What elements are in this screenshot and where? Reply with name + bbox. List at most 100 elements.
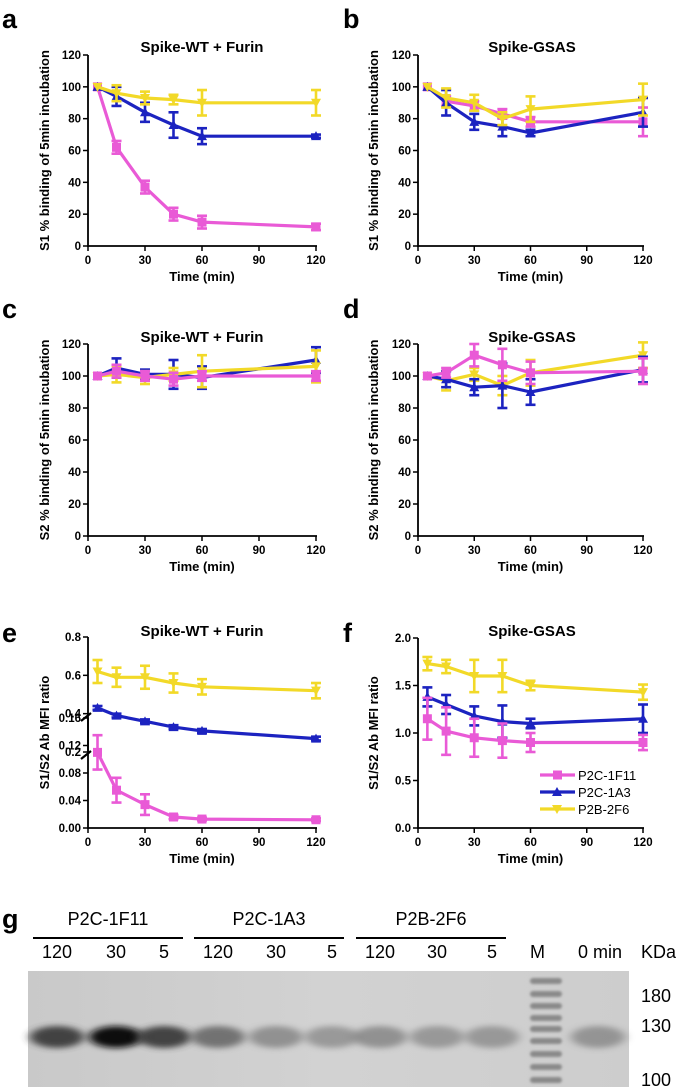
data-point — [197, 814, 207, 824]
y-tick-label: 100 — [62, 371, 81, 383]
series-line — [426, 85, 644, 135]
data-point — [497, 736, 507, 746]
data-point — [169, 209, 178, 219]
chart-a: Spike-WT + Furin 0 30 60 90 120 0 20 40 60 80 100 12… — [37, 39, 326, 284]
data-point — [525, 387, 536, 396]
marker-band — [530, 991, 562, 997]
data-point — [197, 725, 207, 735]
legend-label: P2C-1A3 — [578, 785, 631, 800]
blot-band — [410, 1026, 464, 1048]
axes: 0 30 60 90 120 0 20 40 60 80 100 120 — [62, 339, 326, 557]
blot-band — [30, 1026, 84, 1048]
y-axis-label: S1 % binding of 5min incubation — [37, 50, 52, 251]
data-point — [638, 688, 648, 698]
x-tick-label: 0 — [85, 255, 91, 267]
x-tick-label: 90 — [580, 837, 593, 849]
y-axis-label: S1 % binding of 5min incubation — [366, 50, 381, 251]
chart-c: Spike-WT + Furin 0 30 60 90 120 0 20 40 60 80 100 12… — [37, 329, 326, 574]
chart-title: Spike-GSAS — [488, 39, 576, 56]
legend-label: P2B-2F6 — [578, 802, 629, 817]
x-tick-label: 90 — [253, 837, 266, 849]
data-point — [638, 738, 648, 747]
panel-label-b: b — [343, 4, 360, 34]
blot-group-label: P2C-1F11 — [68, 909, 149, 929]
chart-title: Spike-GSAS — [488, 623, 576, 640]
y-tick-label: 40 — [68, 177, 81, 189]
y-tick-label: 0 — [75, 531, 81, 543]
data-point — [311, 131, 321, 141]
chart-b: Spike-GSAS 0 30 60 90 120 0 20 40 60 80 100 120 Time … — [366, 39, 653, 284]
x-tick-label: 60 — [524, 255, 537, 267]
x-tick-label: 120 — [306, 837, 325, 849]
x-tick-label: 60 — [196, 255, 209, 267]
data-point — [469, 350, 479, 360]
blot-group-label: P2C-1A3 — [232, 909, 305, 929]
y-tick-label: 0.4 — [65, 709, 82, 721]
data-point — [469, 98, 480, 108]
data-point — [92, 82, 103, 92]
x-tick-label: 120 — [633, 255, 652, 267]
axes: 0 30 60 90 120 0 20 40 60 80 100 120 — [62, 50, 326, 267]
y-tick-label: 2.0 — [395, 633, 411, 645]
blot-band — [353, 1026, 407, 1048]
y-tick-label: 0.04 — [59, 796, 82, 808]
series-line — [427, 662, 644, 694]
marker-band — [530, 1015, 562, 1021]
data-point — [311, 686, 321, 696]
data-point — [469, 733, 479, 743]
y-tick-label: 60 — [68, 146, 81, 158]
chart-title: Spike-WT + Furin — [141, 623, 264, 640]
y-axis-label: S1/S2 Ab MFI ratio — [37, 676, 52, 790]
data-point — [311, 733, 321, 743]
data-point — [422, 82, 433, 92]
y-tick-label: 80 — [68, 114, 81, 126]
x-tick-label: 60 — [524, 837, 537, 849]
data-point — [140, 93, 150, 103]
marker-lane-label: M — [530, 942, 545, 962]
series-line — [427, 353, 644, 378]
data-point — [111, 673, 122, 683]
y-tick-label: 0.08 — [59, 768, 82, 780]
marker-band — [530, 978, 562, 984]
data-point — [497, 380, 508, 390]
data-point — [140, 182, 150, 192]
y-tick-label: 80 — [68, 403, 81, 415]
blot-band — [89, 1026, 143, 1048]
blot-lane-label: 120 — [203, 942, 233, 962]
blot-lane-label: 120 — [42, 942, 72, 962]
y-tick-label: 60 — [68, 435, 81, 447]
data-point — [197, 682, 207, 692]
y-tick-label: 100 — [62, 82, 81, 94]
x-tick-label: 0 — [85, 545, 91, 557]
data-point — [92, 667, 103, 677]
x-tick-label: 120 — [306, 545, 325, 557]
y-tick-label: 120 — [62, 339, 81, 351]
data-point — [441, 662, 452, 672]
data-point — [111, 710, 122, 720]
marker-ladder — [530, 978, 562, 1083]
x-axis-label: Time (min) — [169, 851, 235, 866]
data-point — [469, 370, 480, 380]
y-tick-label: 100 — [392, 371, 411, 383]
series-P2B-2F6 — [92, 658, 321, 700]
axes: 0 30 60 90 120 0 20 40 60 80 100 120 — [392, 50, 653, 267]
x-tick-label: 30 — [139, 837, 152, 849]
series-P2C-1A3 — [92, 81, 321, 146]
blot-lane-label: 120 — [365, 942, 395, 962]
data-point — [526, 368, 535, 378]
marker-band — [530, 1051, 562, 1057]
y-tick-label: 0.00 — [59, 823, 81, 835]
blot-band — [571, 1026, 625, 1048]
series-line — [97, 669, 317, 693]
data-point — [525, 127, 536, 137]
series-P2B-2F6 — [422, 655, 648, 702]
marker-band — [530, 1077, 562, 1083]
y-axis-label: S1/S2 Ab MFI ratio — [366, 676, 381, 790]
x-tick-label: 0 — [415, 255, 421, 267]
x-tick-label: 30 — [468, 837, 481, 849]
y-tick-label: 1.5 — [395, 681, 412, 693]
y-tick-label: 80 — [398, 403, 411, 415]
series-P2C-1A3 — [422, 686, 648, 740]
legend-label: P2C-1F11 — [578, 768, 636, 783]
